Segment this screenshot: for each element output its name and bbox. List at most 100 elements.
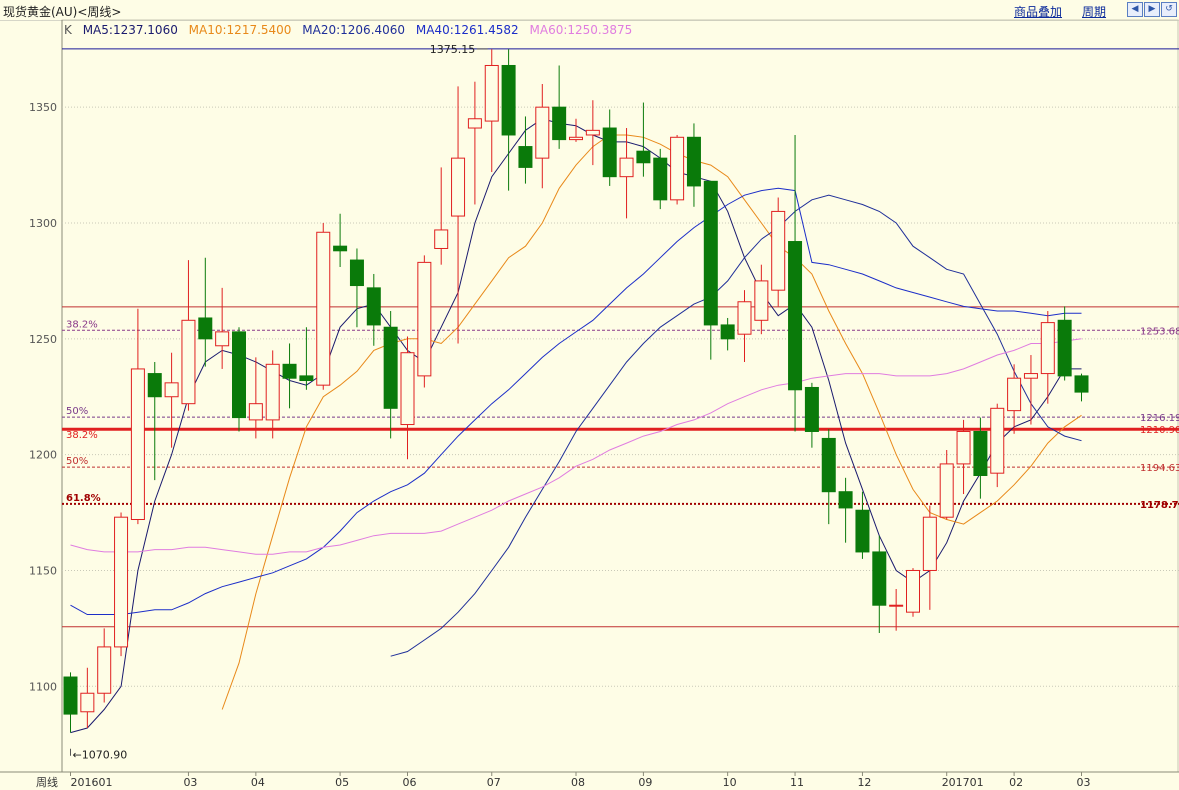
ma-line-ma5 bbox=[70, 118, 1082, 734]
fib-value-label: 1253.68 bbox=[1140, 326, 1179, 337]
candle[interactable] bbox=[164, 382, 179, 398]
candle[interactable] bbox=[467, 118, 482, 129]
candle[interactable] bbox=[754, 280, 769, 321]
y-tick-label: 1250 bbox=[29, 333, 57, 346]
x-tick-label: 02 bbox=[1009, 776, 1023, 789]
candle[interactable] bbox=[703, 180, 718, 326]
candle[interactable] bbox=[484, 64, 499, 122]
fib-value-label: 1210.98 bbox=[1140, 425, 1179, 436]
candle[interactable] bbox=[501, 64, 516, 136]
candle[interactable] bbox=[383, 326, 398, 409]
x-axis-title: 周线 bbox=[36, 775, 58, 789]
candle[interactable] bbox=[771, 210, 786, 291]
candle[interactable] bbox=[990, 407, 1005, 474]
candle[interactable] bbox=[720, 324, 735, 340]
candle[interactable] bbox=[1023, 373, 1038, 379]
x-tick-label: 201701 bbox=[942, 776, 984, 789]
candle[interactable] bbox=[670, 136, 685, 201]
candle[interactable] bbox=[215, 331, 230, 347]
fib-label: 50% bbox=[66, 406, 88, 417]
candle[interactable] bbox=[686, 136, 701, 187]
candle[interactable] bbox=[569, 136, 583, 141]
candle[interactable] bbox=[97, 646, 112, 694]
arrow-right-icon[interactable]: ▶ bbox=[1144, 2, 1160, 17]
y-tick-label: 1200 bbox=[29, 449, 57, 462]
fib-label: 38.2% bbox=[66, 430, 98, 441]
candle[interactable] bbox=[232, 331, 246, 419]
y-tick-label: 1300 bbox=[29, 217, 57, 230]
y-tick-label: 1350 bbox=[29, 101, 57, 114]
candle[interactable] bbox=[889, 604, 904, 607]
y-tick-label: 1100 bbox=[29, 680, 57, 693]
candle[interactable] bbox=[1074, 375, 1089, 393]
fib-value-label: 1178.73 bbox=[1140, 500, 1179, 511]
x-tick-label: 201601 bbox=[71, 776, 113, 789]
candle[interactable] bbox=[535, 106, 550, 159]
candle[interactable] bbox=[349, 259, 364, 287]
legend-ma10: MA10:1217.5400 bbox=[188, 23, 292, 37]
candle[interactable] bbox=[181, 319, 196, 405]
candle[interactable] bbox=[333, 245, 348, 252]
legend-k-label: K bbox=[64, 23, 72, 37]
candle[interactable] bbox=[248, 403, 263, 421]
x-tick-label: 06 bbox=[403, 776, 417, 789]
candle[interactable] bbox=[737, 301, 752, 335]
candle[interactable] bbox=[788, 241, 803, 391]
candle[interactable] bbox=[956, 430, 971, 465]
candle[interactable] bbox=[1007, 377, 1022, 412]
candle[interactable] bbox=[1040, 322, 1055, 375]
candle[interactable] bbox=[636, 150, 651, 164]
candle[interactable] bbox=[821, 437, 836, 493]
candle[interactable] bbox=[198, 317, 213, 340]
candle[interactable] bbox=[518, 146, 533, 168]
candle[interactable] bbox=[973, 430, 988, 476]
candle[interactable] bbox=[63, 676, 78, 715]
ma-line-ma60 bbox=[70, 338, 1082, 555]
reset-icon[interactable]: ↺ bbox=[1161, 2, 1177, 17]
candle[interactable] bbox=[619, 157, 634, 178]
candle[interactable] bbox=[906, 569, 920, 613]
candle[interactable] bbox=[804, 386, 819, 432]
candle[interactable] bbox=[130, 368, 145, 521]
candle[interactable] bbox=[1057, 319, 1072, 377]
candle[interactable] bbox=[552, 106, 567, 141]
candle[interactable] bbox=[366, 287, 381, 326]
ma-line-ma40 bbox=[70, 187, 1082, 615]
candle[interactable] bbox=[282, 363, 297, 379]
candle[interactable] bbox=[265, 363, 280, 421]
x-tick-label: 09 bbox=[638, 776, 652, 789]
period-button[interactable]: 周期 bbox=[1082, 5, 1107, 19]
candle[interactable] bbox=[838, 491, 853, 509]
candle[interactable] bbox=[872, 551, 887, 606]
candle[interactable] bbox=[451, 157, 466, 217]
indicator-legend: K MA5:1237.1060 MA10:1217.5400 MA20:1206… bbox=[64, 23, 639, 37]
candle[interactable] bbox=[299, 375, 314, 382]
legend-ma20: MA20:1206.4060 bbox=[302, 23, 406, 37]
candle[interactable] bbox=[855, 509, 870, 553]
candle[interactable] bbox=[939, 463, 954, 518]
candle[interactable] bbox=[602, 127, 617, 178]
candle[interactable] bbox=[653, 157, 668, 201]
legend-ma5: MA5:1237.1060 bbox=[82, 23, 178, 37]
fib-value-label: 1216.19 bbox=[1140, 413, 1179, 424]
candle[interactable] bbox=[147, 373, 162, 398]
low-annotation: ←1070.90 bbox=[73, 749, 128, 762]
ma-line-ma20 bbox=[390, 194, 1082, 657]
candle[interactable] bbox=[417, 261, 432, 377]
x-tick-label: 08 bbox=[571, 776, 585, 789]
candle[interactable] bbox=[585, 129, 600, 136]
legend-ma40: MA40:1261.4582 bbox=[415, 23, 519, 37]
candle[interactable] bbox=[316, 231, 331, 386]
candle[interactable] bbox=[114, 516, 129, 648]
x-tick-label: 03 bbox=[1077, 776, 1091, 789]
x-tick-label: 07 bbox=[487, 776, 501, 789]
overlay-commodity-button[interactable]: 商品叠加 bbox=[1014, 5, 1063, 19]
candle[interactable] bbox=[922, 516, 937, 571]
x-tick-label: 10 bbox=[723, 776, 737, 789]
fib-value-label: 1194.63 bbox=[1140, 463, 1179, 474]
candle[interactable] bbox=[434, 229, 449, 249]
arrow-left-icon[interactable]: ◀ bbox=[1127, 2, 1143, 17]
candle[interactable] bbox=[80, 692, 95, 713]
candle[interactable] bbox=[400, 352, 415, 426]
